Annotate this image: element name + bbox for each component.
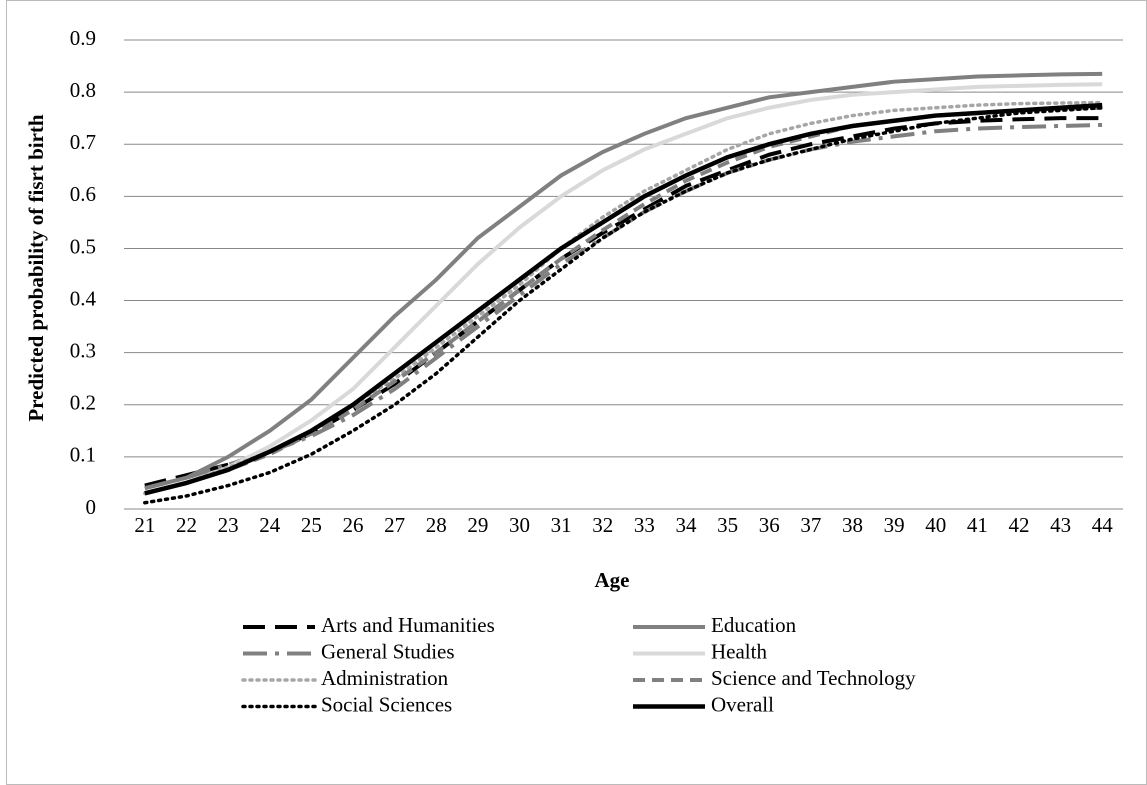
y-axis-label: Predicted probability of fisrt birth: [24, 114, 48, 422]
y-tick-label: 0.5: [70, 234, 96, 258]
x-tick-label: 26: [342, 513, 363, 537]
line-series: [144, 102, 1103, 496]
x-tick-label: 22: [176, 513, 197, 537]
y-tick-label: 0: [86, 495, 97, 519]
y-tick-label: 0.4: [70, 286, 97, 310]
legend-label: Health: [711, 639, 767, 663]
legend-label: Education: [711, 613, 797, 637]
x-tick-label: 21: [134, 513, 155, 537]
legend-label: Administration: [321, 666, 449, 690]
x-tick-label: 40: [925, 513, 946, 537]
x-tick-label: 41: [967, 513, 988, 537]
legend-label: General Studies: [321, 639, 455, 663]
x-tick-label: 25: [301, 513, 322, 537]
y-tick-label: 0.7: [70, 130, 96, 154]
x-tick-label: 42: [1008, 513, 1029, 537]
y-tick-label: 0.1: [70, 443, 96, 467]
y-tick-label: 0.6: [70, 182, 96, 206]
line-series: [143, 105, 1104, 505]
x-tick-label: 36: [759, 513, 780, 537]
x-tick-label: 44: [1092, 513, 1114, 537]
legend-label: Overall: [711, 692, 774, 716]
y-tick-label: 0.8: [70, 78, 96, 102]
x-tick-label: 32: [592, 513, 613, 537]
x-tick-label: 35: [717, 513, 738, 537]
x-axis-label: Age: [595, 568, 630, 592]
x-tick-label: 29: [467, 513, 488, 537]
x-tick-label: 24: [259, 513, 281, 537]
x-tick-label: 31: [551, 513, 572, 537]
line-series: [144, 122, 1103, 491]
line-series: [144, 71, 1103, 491]
legend-label: Arts and Humanities: [321, 613, 495, 637]
x-tick-label: 30: [509, 513, 530, 537]
x-tick-label: 39: [884, 513, 905, 537]
x-tick-label: 23: [218, 513, 239, 537]
y-tick-label: 0.3: [70, 338, 96, 362]
x-tick-label: 37: [800, 513, 821, 537]
y-tick-label: 0.2: [70, 391, 96, 415]
x-tick-label: 28: [426, 513, 447, 537]
legend-label: Social Sciences: [321, 692, 452, 716]
x-tick-label: 43: [1050, 513, 1071, 537]
y-tick-label: 0.9: [70, 26, 96, 50]
x-tick-label: 33: [634, 513, 655, 537]
line-series: [144, 82, 1103, 496]
legend-label: Science and Technology: [711, 666, 916, 690]
x-tick-label: 34: [675, 513, 697, 537]
x-tick-label: 38: [842, 513, 863, 537]
line-series: [144, 116, 1103, 488]
x-tick-label: 27: [384, 513, 405, 537]
